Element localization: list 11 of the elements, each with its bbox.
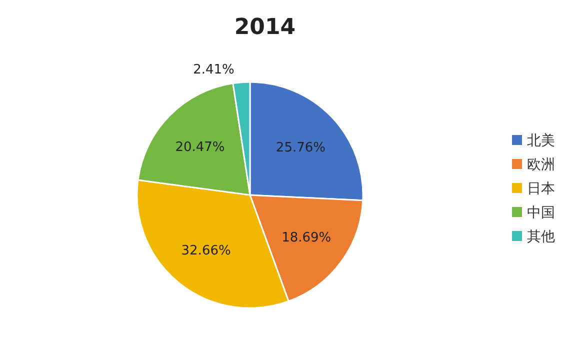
data-label: 25.76% bbox=[276, 140, 326, 156]
data-label: 20.47% bbox=[175, 140, 225, 155]
legend-label: 其他 bbox=[527, 229, 555, 245]
legend-label: 北美 bbox=[527, 133, 555, 149]
chart-title: 2014 bbox=[234, 15, 296, 40]
data-label: 32.66% bbox=[181, 244, 231, 259]
legend-label: 欧洲 bbox=[527, 157, 555, 173]
legend-label: 中国 bbox=[527, 205, 555, 221]
legend-label: 日本 bbox=[527, 181, 555, 197]
data-label: 2.41% bbox=[193, 62, 234, 78]
data-label: 18.69% bbox=[282, 230, 332, 246]
